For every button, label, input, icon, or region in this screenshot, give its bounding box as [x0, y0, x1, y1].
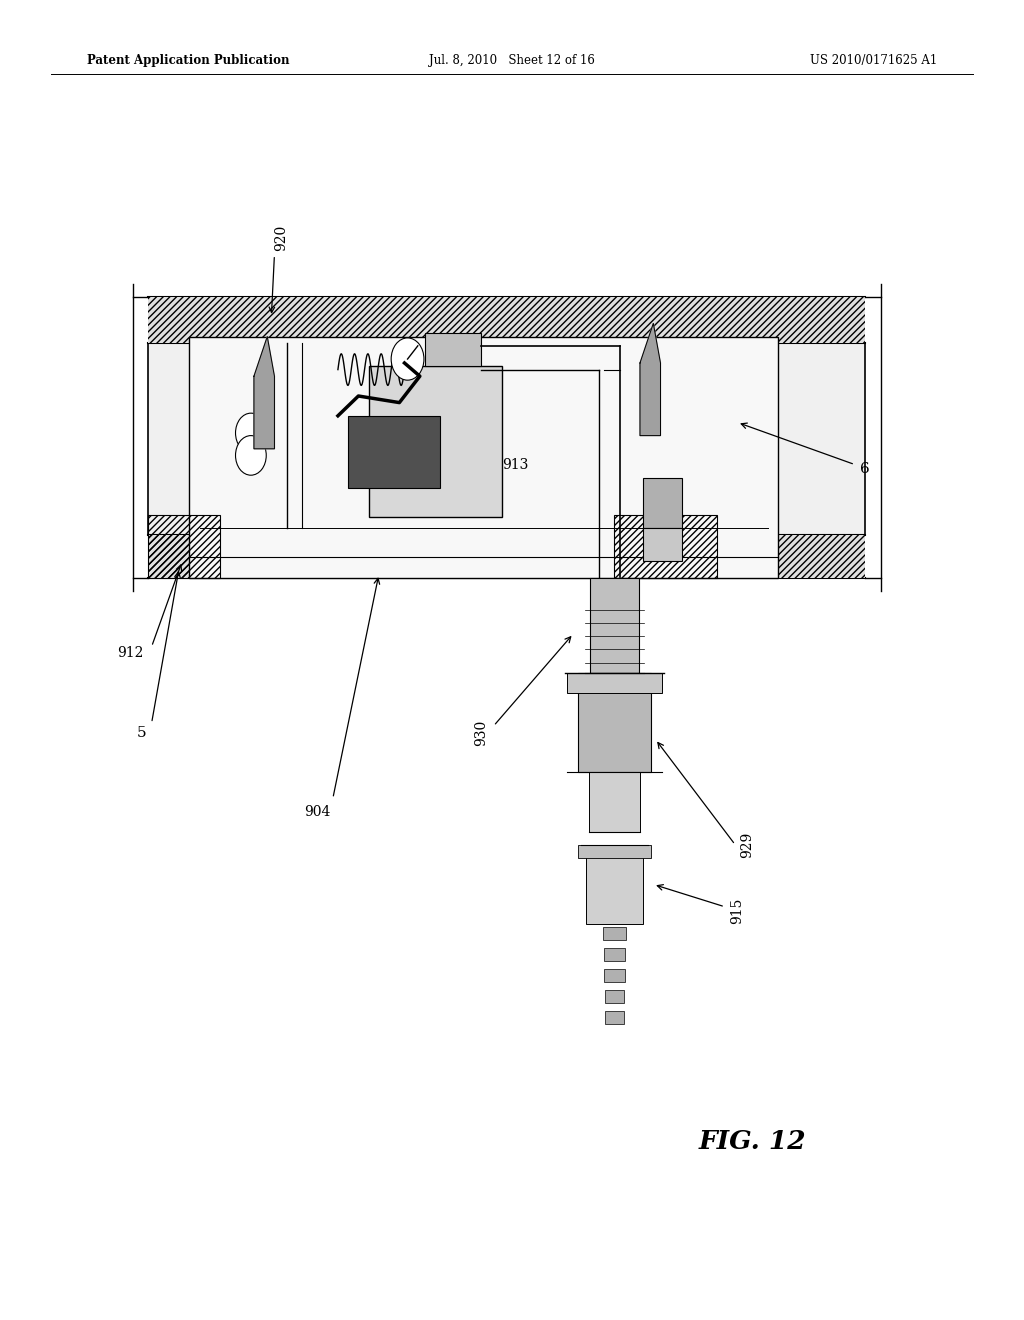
Bar — [643, 478, 682, 528]
Bar — [604, 990, 625, 1003]
Text: US 2010/0171625 A1: US 2010/0171625 A1 — [810, 54, 937, 67]
Text: Jul. 8, 2010   Sheet 12 of 16: Jul. 8, 2010 Sheet 12 of 16 — [429, 54, 595, 67]
Bar — [604, 948, 625, 961]
Bar — [148, 535, 865, 578]
Bar — [578, 845, 651, 858]
Bar — [148, 515, 220, 578]
Text: Patent Application Publication: Patent Application Publication — [87, 54, 290, 67]
Text: 904: 904 — [304, 805, 331, 818]
Text: FIG. 12: FIG. 12 — [698, 1130, 807, 1154]
Polygon shape — [640, 323, 660, 436]
Text: 912: 912 — [117, 647, 143, 660]
Bar — [578, 673, 651, 772]
Bar — [603, 927, 626, 940]
Bar — [148, 343, 865, 535]
Bar — [148, 297, 865, 343]
Bar — [643, 528, 682, 561]
Text: 930: 930 — [474, 719, 488, 746]
Text: 915: 915 — [730, 898, 744, 924]
Circle shape — [391, 338, 424, 380]
Bar — [605, 1011, 624, 1024]
Bar — [604, 969, 625, 982]
Bar — [348, 416, 440, 488]
Text: 913: 913 — [502, 458, 528, 471]
Bar — [586, 845, 643, 924]
Circle shape — [236, 413, 266, 453]
Text: 929: 929 — [740, 832, 755, 858]
Bar — [148, 297, 865, 343]
Text: 920: 920 — [274, 224, 289, 251]
Circle shape — [236, 436, 266, 475]
Bar — [189, 337, 778, 578]
Bar — [567, 673, 662, 693]
Bar — [614, 515, 717, 578]
Text: 5: 5 — [137, 726, 146, 739]
Bar — [148, 535, 865, 578]
Bar — [590, 578, 639, 673]
Bar — [369, 366, 502, 517]
Bar — [425, 333, 481, 366]
Text: 6: 6 — [860, 462, 870, 475]
Polygon shape — [254, 337, 274, 449]
Bar — [589, 772, 640, 832]
